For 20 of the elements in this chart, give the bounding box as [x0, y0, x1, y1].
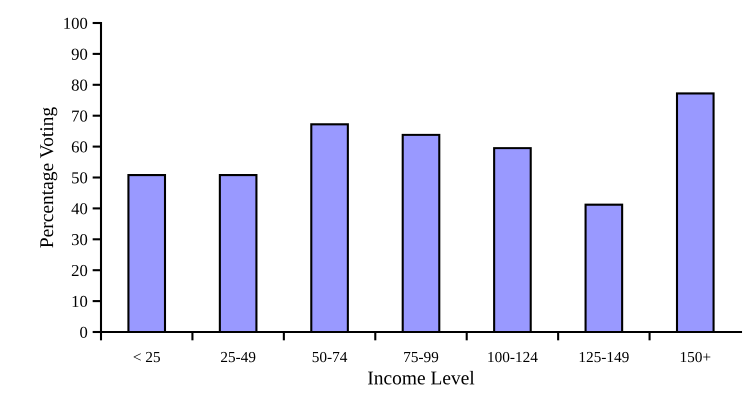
- x-tick-label: 125-149: [580, 352, 629, 362]
- y-axis-title: Percentage Voting: [40, 107, 58, 248]
- y-tick-label: 20: [72, 264, 88, 276]
- x-tick-label: 150+: [680, 352, 710, 362]
- x-axis-title: Income Level: [368, 370, 474, 385]
- y-tick-label: 60: [72, 141, 88, 153]
- x-tick-label: 100-124: [488, 352, 538, 362]
- x-tick-label: 75-99: [404, 352, 438, 362]
- y-tick-label: 50: [72, 172, 88, 184]
- y-tick-label: 80: [72, 80, 88, 91]
- y-tick-label: 40: [71, 203, 88, 214]
- x-tick-label: 25-49: [220, 352, 256, 362]
- y-tick-label: 10: [72, 296, 88, 308]
- y-tick-label: 30: [72, 234, 88, 246]
- y-tick-label: 90: [72, 48, 88, 60]
- y-tick-label: 100: [64, 18, 88, 29]
- x-tick-label: < 25: [134, 352, 160, 362]
- y-tick-label: 70: [72, 110, 88, 122]
- x-tick-label: 50-74: [312, 352, 348, 362]
- y-tick-label: 0: [80, 326, 88, 338]
